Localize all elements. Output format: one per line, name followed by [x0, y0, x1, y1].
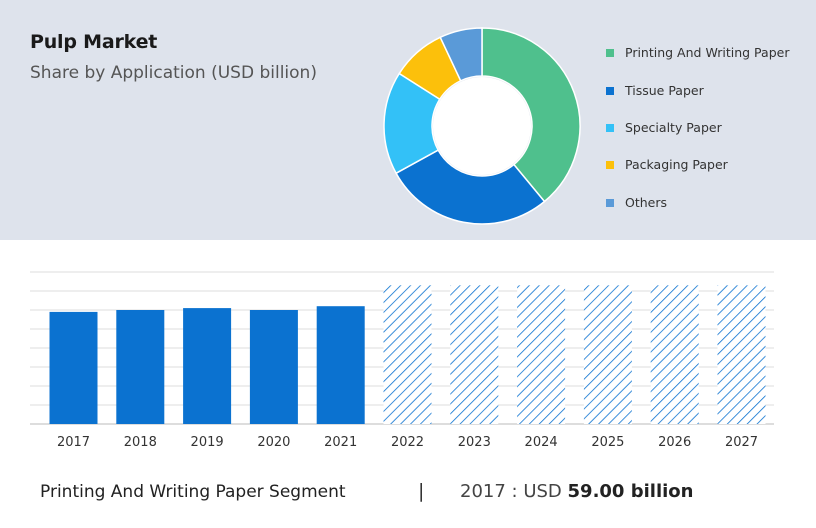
- legend-swatch: [606, 124, 614, 132]
- bar-chart: 2017 2018 2019 2020 2021 2022 2023 2024 2025 2026…: [30, 271, 774, 450]
- donut-slice-others: [439, 27, 483, 82]
- segment-amount: 59.00 billion: [567, 481, 694, 502]
- donut-chart: [383, 27, 581, 225]
- bar-2018: [116, 310, 165, 424]
- bar-2027: [717, 285, 766, 424]
- chart-title: Pulp Market: [30, 31, 158, 53]
- x-tick-label-2019: 2019: [191, 435, 224, 450]
- x-tick-label-2020: 2020: [257, 435, 290, 450]
- bar-2024: [517, 285, 566, 424]
- x-tick-label-2018: 2018: [124, 435, 157, 450]
- donut-hole: [433, 77, 531, 175]
- bar-2026: [650, 285, 699, 424]
- segment-value: 2017 : USD 59.00 billion: [460, 481, 693, 502]
- bar-2022: [383, 285, 432, 424]
- x-tick-label-2026: 2026: [658, 435, 691, 450]
- chart-subtitle: Share by Application (USD billion): [30, 63, 317, 83]
- footer-separator: |: [418, 480, 425, 502]
- x-tick-label-2025: 2025: [591, 435, 624, 450]
- donut-slice-tissue-paper: [395, 149, 546, 225]
- donut-slice-printing-and-writing-paper: [481, 27, 581, 203]
- x-tick-label-2024: 2024: [525, 435, 558, 450]
- legend-label: Tissue Paper: [625, 83, 704, 98]
- x-tick-label-2021: 2021: [324, 435, 357, 450]
- legend-label: Others: [625, 195, 668, 210]
- x-tick-label-2017: 2017: [57, 435, 90, 450]
- legend-swatch: [606, 49, 614, 57]
- legend-label: Specialty Paper: [625, 120, 722, 135]
- x-tick-label-2022: 2022: [391, 435, 424, 450]
- x-tick-label-2023: 2023: [458, 435, 491, 450]
- segment-label: Printing And Writing Paper Segment: [40, 482, 346, 502]
- legend-swatch: [606, 199, 614, 207]
- legend-label: Printing And Writing Paper: [625, 45, 790, 60]
- bar-2023: [450, 285, 499, 424]
- legend-label: Packaging Paper: [625, 157, 728, 172]
- bar-2019: [183, 308, 232, 424]
- segment-year: 2017 : USD: [460, 481, 562, 502]
- bar-2020: [249, 310, 298, 424]
- bar-2021: [316, 306, 365, 424]
- x-tick-label-2027: 2027: [725, 435, 758, 450]
- legend-swatch: [606, 161, 614, 169]
- legend-swatch: [606, 87, 614, 95]
- bar-2025: [583, 285, 632, 424]
- top-panel: Pulp Market Share by Application (USD bi…: [0, 0, 816, 240]
- bar-2017: [49, 311, 98, 424]
